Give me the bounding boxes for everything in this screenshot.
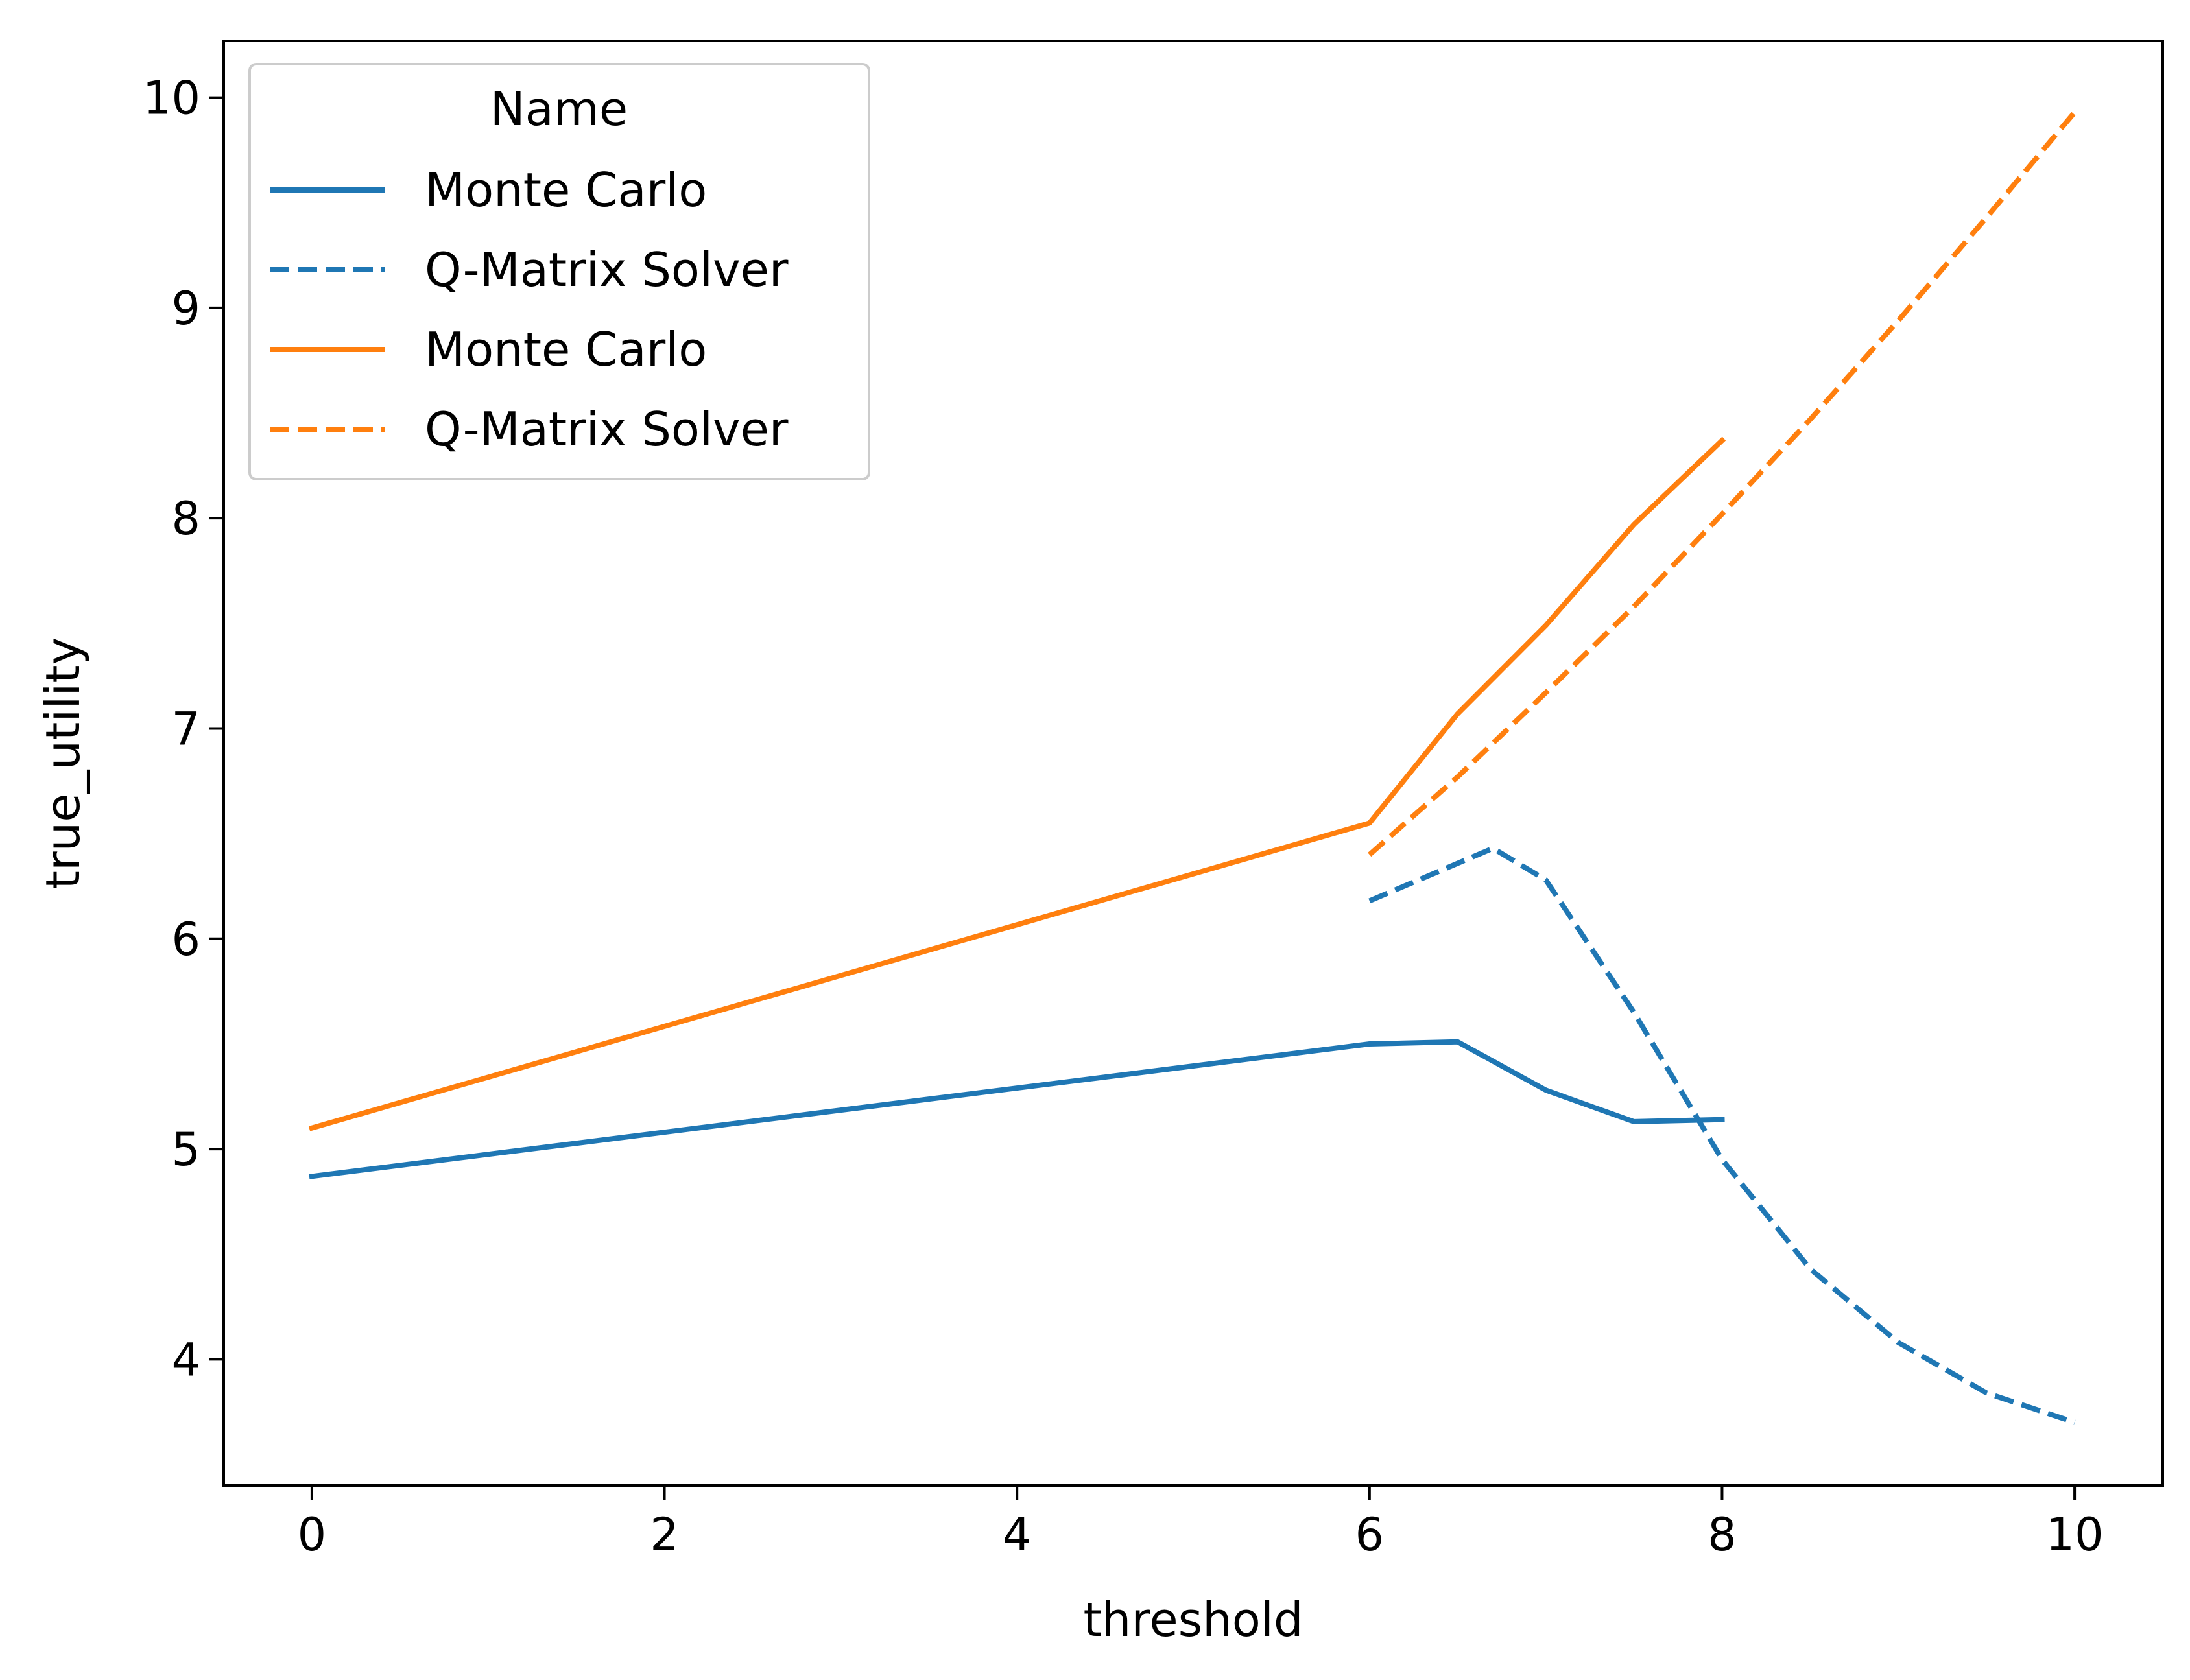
y-tick-label: 10 (143, 72, 200, 125)
y-axis-ticks: 4 5 6 7 8 9 10 (143, 72, 224, 1386)
plot-frame (222, 40, 2164, 1487)
legend-label-2: Q-Matrix Solver (425, 243, 789, 297)
series-line-2-dashed (1368, 846, 2076, 1425)
y-tick-label: 4 (171, 1333, 200, 1386)
legend-title: Name (490, 82, 628, 136)
x-tick-label: 2 (650, 1508, 679, 1561)
x-tick-label: 10 (2046, 1508, 2104, 1561)
series-line-4-dashed (1368, 110, 2077, 857)
x-axis-ticks: 0 2 4 6 8 10 (298, 1485, 2104, 1561)
legend-label-1: Monte Carlo (425, 163, 707, 217)
legend-label-4: Q-Matrix Solver (425, 402, 789, 456)
y-tick-label: 7 (171, 702, 200, 755)
series-lines (308, 110, 2077, 1425)
legend: Name Monte Carlo Q-Matrix Solver Monte Car… (248, 63, 870, 480)
x-tick-label: 6 (1355, 1508, 1385, 1561)
legend-frame (248, 63, 870, 480)
x-axis-label: threshold (1083, 1592, 1303, 1647)
y-tick-label: 8 (171, 492, 200, 545)
series-line-3-solid (308, 436, 1726, 1131)
legend-label-3: Monte Carlo (425, 322, 707, 377)
series-line-1-solid (309, 1039, 1725, 1179)
x-tick-label: 8 (1708, 1508, 1737, 1561)
y-axis-label: true_utility (36, 637, 90, 889)
x-tick-label: 0 (298, 1508, 327, 1561)
y-tick-label: 9 (171, 282, 200, 335)
y-tick-label: 6 (171, 913, 200, 966)
y-tick-label: 5 (171, 1123, 200, 1176)
x-tick-label: 4 (1003, 1508, 1032, 1561)
